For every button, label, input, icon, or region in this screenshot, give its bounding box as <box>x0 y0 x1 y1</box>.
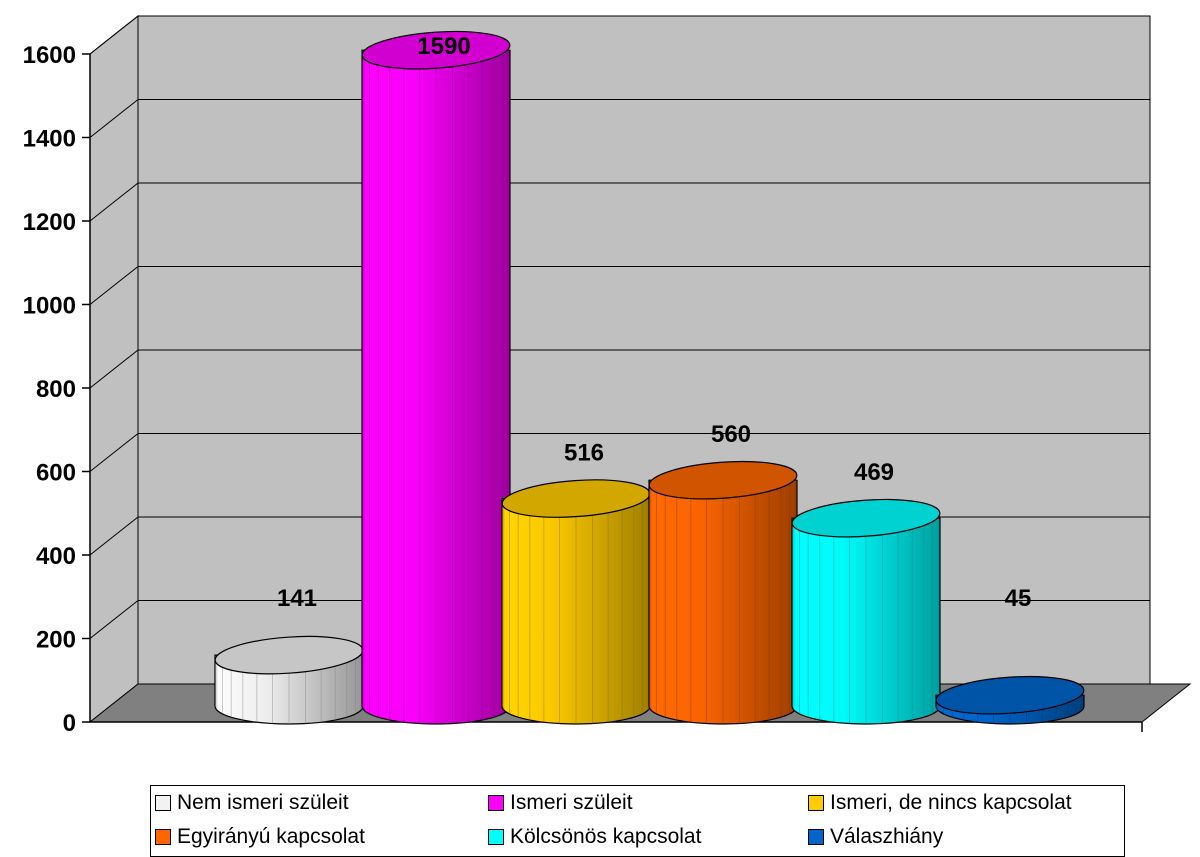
legend-swatch <box>488 829 504 845</box>
data-label: 1590 <box>417 33 470 60</box>
y-tick-label: 600 <box>36 460 76 487</box>
y-tick-label: 1200 <box>23 209 76 236</box>
data-label: 560 <box>711 421 751 448</box>
data-label: 45 <box>1005 585 1032 612</box>
y-tick-label: 1000 <box>23 293 76 320</box>
gridline <box>89 266 1150 305</box>
data-label: 516 <box>564 440 604 467</box>
legend-label: Válaszhiány <box>830 825 944 848</box>
gridline <box>89 349 1150 389</box>
legend-label: Egyirányú kapcsolat <box>177 825 365 848</box>
bar-3 <box>648 460 798 725</box>
y-tick-label: 1400 <box>23 126 76 153</box>
y-tick-label: 0 <box>63 710 76 737</box>
y-axis: 0 200 400 600 800 1000 1200 1400 1600 <box>23 42 1143 737</box>
legend-item: Ismeri szüleit <box>488 788 633 818</box>
legend-label: Ismeri, de nincs kapcsolat <box>830 791 1072 814</box>
gridline <box>89 99 1150 138</box>
legend-label: Ismeri szüleit <box>510 791 633 814</box>
bar-chart: 0 200 400 600 800 1000 1200 1400 1600 141 1590 516… <box>23 14 1192 737</box>
chart-bars <box>214 30 1085 725</box>
bar-1 <box>361 30 511 725</box>
chart-data-labels: 141 1590 516 560 469 45 <box>277 33 1031 612</box>
legend-swatch <box>808 795 824 811</box>
legend-item: Kölcsönös kapcsolat <box>488 822 701 852</box>
legend-swatch <box>155 829 171 845</box>
legend-swatch <box>155 795 171 811</box>
y-tick-label: 400 <box>36 543 76 570</box>
legend-swatch <box>488 795 504 811</box>
gridline <box>89 433 1150 472</box>
legend-item: Nem ismeri szüleit <box>155 788 349 818</box>
gridline <box>89 15 1150 55</box>
legend-item: Válaszhiány <box>808 822 943 852</box>
gridline <box>89 182 1150 222</box>
legend-item: Ismeri, de nincs kapcsolat <box>808 788 1072 818</box>
legend-label: Nem ismeri szüleit <box>177 791 349 814</box>
data-label: 141 <box>277 585 317 612</box>
bar-4 <box>791 498 941 725</box>
chart-legend: Nem ismeri szüleit Ismeri szüleit Ismeri, … <box>150 785 1125 857</box>
y-tick-label: 1600 <box>23 42 76 69</box>
bar-2 <box>501 479 651 725</box>
bar-5 <box>935 675 1085 725</box>
legend-swatch <box>808 829 824 845</box>
legend-label: Kölcsönös kapcsolat <box>510 825 702 848</box>
y-tick-label: 200 <box>36 627 76 654</box>
y-tick-label: 800 <box>36 376 76 403</box>
data-label: 469 <box>854 459 894 486</box>
legend-item: Egyirányú kapcsolat <box>155 822 365 852</box>
bar-0 <box>214 635 364 725</box>
